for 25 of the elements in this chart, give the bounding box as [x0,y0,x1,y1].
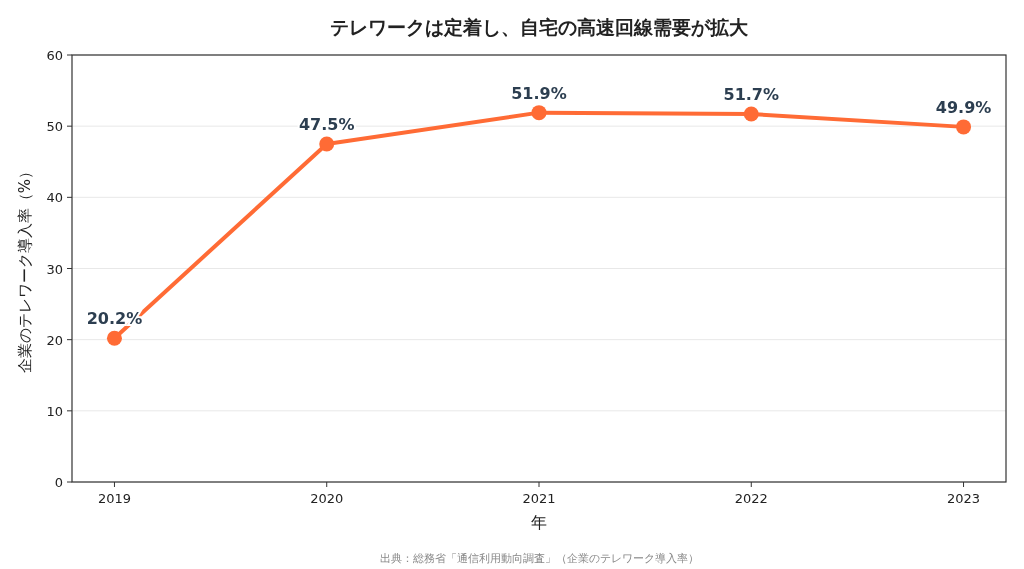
y-axis-title: 企業のテレワーク導入率（%） [16,163,34,374]
y-tick-label: 0 [54,475,63,490]
x-tick-label: 2020 [310,491,344,506]
data-label: 47.5% [298,114,355,134]
y-tick-label: 50 [46,119,63,135]
point [743,106,759,122]
point [106,330,122,346]
x-tick-label: 2021 [522,491,556,506]
y-tick-label: 20 [46,332,63,348]
data-label: 49.9% [935,97,992,117]
source-note: 出典：総務省「通信利用動向調査」（企業のテレワーク導入率） [379,552,699,565]
data-label: 51.9% [511,83,567,103]
y-tick-label: 60 [46,48,63,63]
y-tick-label: 30 [46,261,63,277]
y-tick-label: 40 [46,190,63,206]
point [956,119,972,135]
point [531,105,547,121]
x-tick-label: 2022 [734,491,768,506]
x-axis-title: 年 [531,513,547,532]
x-tick-label: 2019 [97,491,131,506]
data-label: 51.7% [723,85,780,105]
x-tick-label: 2023 [947,491,981,506]
y-tick-label: 10 [46,403,63,419]
chart-title: テレワークは定着し、自宅の高速回線需要が拡大 [330,16,749,38]
point [319,136,335,152]
